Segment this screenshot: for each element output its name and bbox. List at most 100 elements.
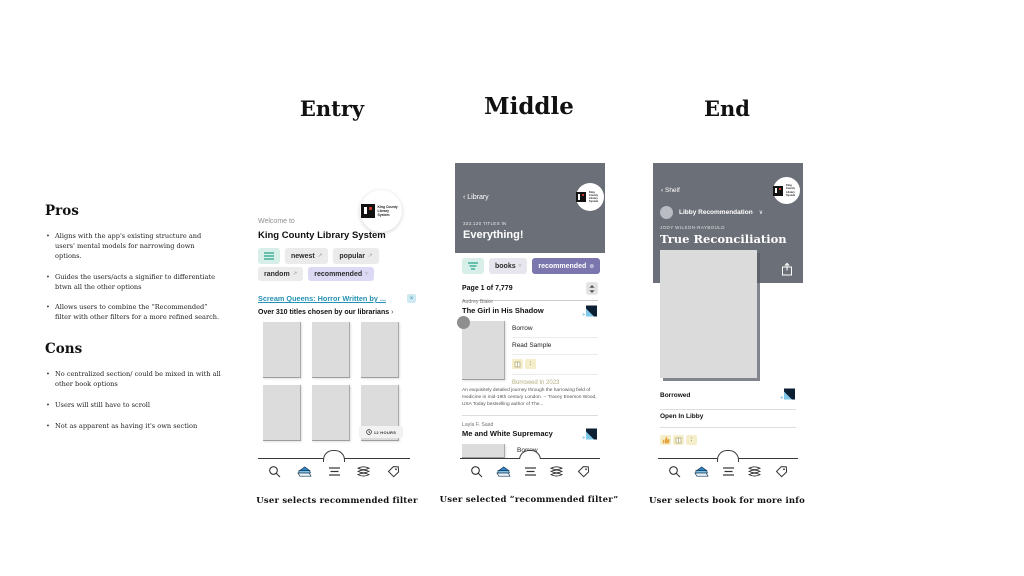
sort-arrow-icon: ↗ <box>317 253 323 259</box>
book-title[interactable]: Me and White Supremacy <box>462 429 553 438</box>
menu-lines-icon[interactable] <box>523 464 538 478</box>
welcome-label: Welcome to <box>258 218 295 225</box>
book-title: True Reconciliation <box>660 232 787 246</box>
book-cover[interactable] <box>263 385 301 441</box>
shelf-stack-icon[interactable] <box>747 464 762 478</box>
more-tags-badge: : <box>686 435 697 445</box>
chevron-right-icon: › <box>391 309 394 316</box>
book-author: Layla F. Saad <box>462 422 494 428</box>
book-cover-grid <box>263 322 399 441</box>
chip-popular[interactable]: popular ↗ <box>333 248 379 264</box>
book-author: JODY WILSON-RAYBOULD <box>660 225 725 230</box>
tag-badges: : <box>512 355 598 375</box>
back-chevron-icon: ‹ <box>661 187 665 194</box>
pagination-row: Page 1 of 7,779 <box>462 282 598 301</box>
middle-screen: ‹ Library King County Library System 333… <box>455 163 605 485</box>
chevron-down-icon: ∨ <box>758 210 764 216</box>
remove-filter-icon: ⊗ <box>589 263 595 270</box>
format-book-icon[interactable] <box>582 304 598 322</box>
stepper-icon[interactable] <box>586 282 598 295</box>
tag-icon[interactable] <box>576 464 591 478</box>
close-icon[interactable]: × <box>407 294 416 303</box>
chip-recommended-active[interactable]: recommended ⊗ <box>532 258 601 274</box>
format-book-icon <box>780 388 796 402</box>
recommendation-dropdown[interactable]: Libby Recommendation ∨ <box>660 206 763 219</box>
book-icon <box>512 359 523 369</box>
pros-item: Allows users to combine the “Recommended… <box>45 303 221 323</box>
book-cover[interactable] <box>312 322 350 378</box>
filter-chip[interactable] <box>462 258 484 274</box>
entry-column-title: Entry <box>299 96 365 121</box>
library-icon[interactable] <box>297 464 312 478</box>
borrowed-note: Borrowed In 2023 <box>512 380 560 386</box>
shelf-stack-icon[interactable] <box>549 464 564 478</box>
library-logo-button[interactable]: King County Library System <box>576 183 604 211</box>
back-link[interactable]: ‹ Shelf <box>661 187 680 194</box>
shelf-stack-icon[interactable] <box>356 464 371 478</box>
logo-text: King County Library System <box>377 204 398 218</box>
loan-duration-badge: 12 HOURS <box>359 426 403 438</box>
end-column-title: End <box>704 96 750 121</box>
book-icon <box>673 435 684 445</box>
divider <box>462 415 598 416</box>
tag-badges: : <box>660 435 697 445</box>
curated-subtitle[interactable]: Over 310 titles chosen by our librarians… <box>258 309 394 316</box>
library-logo-button[interactable]: King County Library System <box>773 177 800 204</box>
filter-chip[interactable] <box>258 248 280 264</box>
book-cover-partial[interactable] <box>462 444 505 458</box>
book-cover[interactable] <box>462 321 505 380</box>
chip-recommended[interactable]: recommended ▿ <box>308 267 374 281</box>
library-icon[interactable] <box>694 464 709 478</box>
read-sample-action[interactable]: Read Sample <box>512 338 598 355</box>
sort-arrow-icon: ↗ <box>368 253 373 259</box>
borrowed-row[interactable]: Borrowed <box>660 388 796 410</box>
pros-item: Aligns with the app's existing structure… <box>45 232 221 262</box>
book-title[interactable]: The Girl in His Shadow <box>462 306 544 315</box>
cons-item: No centralized section/ could be mixed i… <box>45 370 221 390</box>
filter-chip-row-2: random ↗ recommended ▿ <box>258 267 374 281</box>
tag-icon[interactable] <box>386 464 401 478</box>
chip-random[interactable]: random ↗ <box>258 267 304 281</box>
pros-title: Pros <box>45 203 79 219</box>
book-cover-large[interactable] <box>660 250 757 378</box>
book-cover[interactable] <box>361 322 399 378</box>
library-logo-button[interactable]: King County Library System <box>360 190 402 232</box>
active-filter-row: books ▿ recommended ⊗ <box>462 258 601 274</box>
cons-list: No centralized section/ could be mixed i… <box>45 370 221 432</box>
open-in-libby-row[interactable]: Open In Libby <box>660 413 796 428</box>
filter-chip-row-1: newest ↗ popular ↗ <box>258 248 379 264</box>
entry-screen: King County Library System Welcome to Ki… <box>253 185 420 485</box>
share-icon[interactable] <box>781 262 793 282</box>
middle-caption: User selected “recommended filter” <box>439 495 619 505</box>
library-icon[interactable] <box>496 464 511 478</box>
format-book-icon[interactable] <box>582 427 598 445</box>
menu-lines-icon[interactable] <box>721 464 736 478</box>
nav-notch <box>323 450 345 462</box>
avatar <box>660 206 673 219</box>
back-chevron-icon: ‹ <box>463 194 468 201</box>
search-icon[interactable] <box>469 464 484 478</box>
tag-icon[interactable] <box>774 464 789 478</box>
logo-text: King County Library System <box>589 190 599 204</box>
end-screen: ‹ Shelf King County Library System Libby… <box>653 163 803 485</box>
search-icon[interactable] <box>267 464 282 478</box>
more-tags-badge: : <box>525 359 536 369</box>
menu-lines-icon[interactable] <box>327 464 342 478</box>
thumbs-up-icon <box>660 435 671 445</box>
chip-newest[interactable]: newest ↗ <box>285 248 329 264</box>
back-link[interactable]: ‹ Library <box>463 194 489 201</box>
timer-icon <box>366 429 372 435</box>
search-icon[interactable] <box>667 464 682 478</box>
entry-caption: User selects recommended filter <box>256 496 418 506</box>
book-cover[interactable] <box>312 385 350 441</box>
kcls-logo-icon <box>360 204 375 218</box>
cons-item: Users will still have to scroll <box>45 401 221 411</box>
book-author: Audrey Blake <box>462 299 493 305</box>
library-name: King County Library System <box>258 230 386 241</box>
promo-link[interactable]: Scream Queens: Horror Written by ... <box>258 294 386 303</box>
borrow-action[interactable]: Borrow <box>512 321 598 338</box>
chip-books[interactable]: books ▿ <box>489 258 528 274</box>
book-actions: Borrow Read Sample : Borrowed In 2023 <box>512 321 598 386</box>
book-cover[interactable] <box>263 322 301 378</box>
collection-title: Everything! <box>463 229 524 241</box>
